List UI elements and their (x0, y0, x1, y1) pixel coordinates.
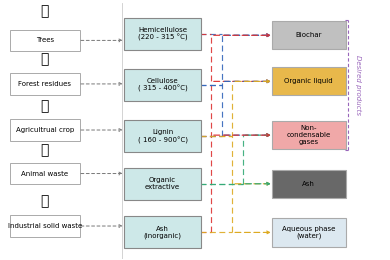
FancyBboxPatch shape (10, 163, 80, 184)
Text: Biochar: Biochar (295, 32, 322, 38)
Text: Non-
condensable
gases: Non- condensable gases (287, 125, 331, 145)
Text: 🌿: 🌿 (41, 53, 49, 67)
Text: Trees: Trees (36, 37, 54, 43)
FancyBboxPatch shape (124, 168, 202, 200)
Text: 🏭: 🏭 (41, 194, 49, 208)
Text: Ash: Ash (302, 181, 315, 187)
Text: Hemicellulose
(220 - 315 °C): Hemicellulose (220 - 315 °C) (138, 27, 188, 41)
FancyBboxPatch shape (10, 215, 80, 237)
FancyBboxPatch shape (272, 121, 346, 149)
FancyBboxPatch shape (10, 30, 80, 51)
Text: 🐄: 🐄 (41, 143, 49, 157)
FancyBboxPatch shape (10, 119, 80, 141)
Text: Forest residues: Forest residues (18, 81, 71, 87)
Text: 🌽: 🌽 (41, 99, 49, 113)
Text: Agricultrual crop: Agricultrual crop (16, 127, 74, 133)
FancyBboxPatch shape (124, 18, 202, 50)
FancyBboxPatch shape (272, 218, 346, 246)
Text: Lignin
( 160 - 900°C): Lignin ( 160 - 900°C) (138, 129, 188, 144)
Text: Industrial solid waste: Industrial solid waste (8, 223, 82, 229)
FancyBboxPatch shape (124, 120, 202, 152)
FancyBboxPatch shape (124, 69, 202, 101)
FancyBboxPatch shape (10, 73, 80, 95)
FancyBboxPatch shape (272, 170, 346, 198)
Text: Organic liquid: Organic liquid (284, 78, 333, 84)
FancyBboxPatch shape (272, 67, 346, 95)
Text: Aqueous phase
(water): Aqueous phase (water) (282, 226, 335, 239)
Text: Animal waste: Animal waste (21, 171, 69, 177)
FancyBboxPatch shape (272, 21, 346, 49)
FancyBboxPatch shape (124, 216, 202, 248)
Text: Cellulose
( 315 - 400°C): Cellulose ( 315 - 400°C) (138, 78, 188, 92)
Text: Organic
extractive: Organic extractive (145, 177, 180, 190)
Text: Ash
(inorganic): Ash (inorganic) (144, 226, 182, 239)
Text: 🌳: 🌳 (41, 4, 49, 18)
Text: Desired products: Desired products (355, 55, 361, 115)
